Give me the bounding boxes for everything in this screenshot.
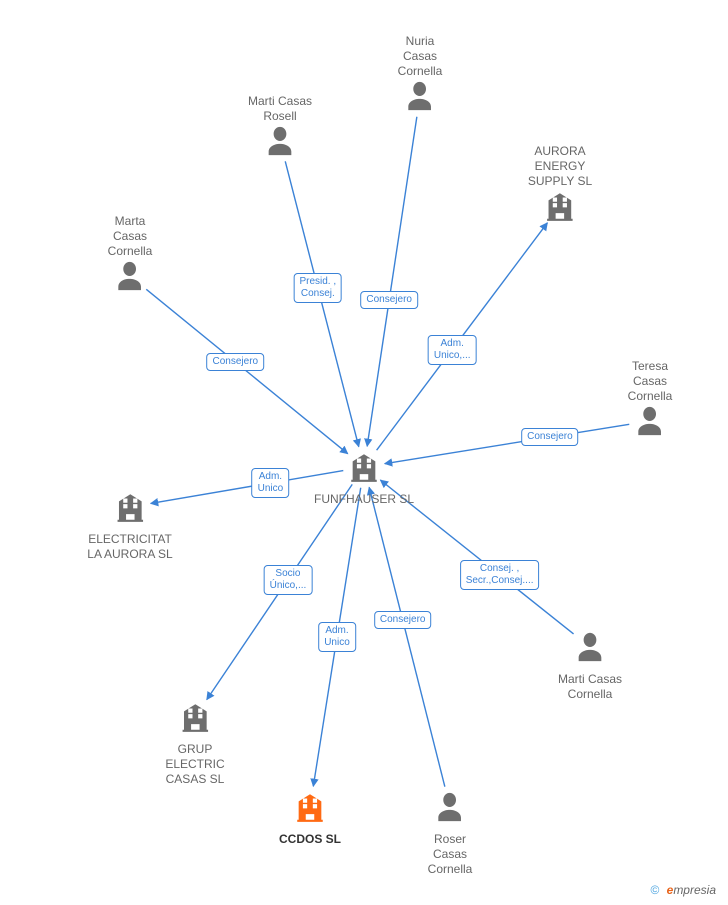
person-icon xyxy=(433,790,467,824)
edge-line xyxy=(285,161,359,446)
node-label: NuriaCasasCornella xyxy=(398,34,443,79)
node-label: CCDOS SL xyxy=(279,832,341,847)
edge-label: Consej. ,Secr.,Consej.... xyxy=(460,560,540,590)
node-ccdos[interactable]: CCDOS SL xyxy=(279,790,341,847)
node-teresa[interactable]: TeresaCasasCornella xyxy=(628,355,673,442)
company-icon xyxy=(543,189,577,223)
person-icon xyxy=(633,404,667,438)
node-label: GRUPELECTRICCASAS SL xyxy=(165,742,224,787)
company-icon xyxy=(178,700,212,734)
edge-label: Consejero xyxy=(207,353,265,371)
company-icon xyxy=(293,790,327,824)
edge-line xyxy=(377,223,548,450)
node-marta[interactable]: MartaCasasCornella xyxy=(108,210,153,297)
node-label: Marti CasasRosell xyxy=(248,94,312,124)
company-icon xyxy=(347,450,381,484)
node-grup[interactable]: GRUPELECTRICCASAS SL xyxy=(165,700,224,787)
edge-label: Consejero xyxy=(374,611,432,629)
edge-line xyxy=(367,117,417,446)
edge-line xyxy=(313,488,360,787)
node-label: TeresaCasasCornella xyxy=(628,359,673,404)
node-roser[interactable]: RoserCasasCornella xyxy=(428,790,473,877)
edge-line xyxy=(385,424,630,463)
edge-label: Consejero xyxy=(360,291,418,309)
edge-label: SocioÚnico,... xyxy=(264,565,313,595)
edge-label: Presid. ,Consej. xyxy=(293,273,342,303)
edge-line xyxy=(369,487,445,786)
edge-label: Adm.Unico,... xyxy=(428,335,477,365)
node-label: Marti CasasCornella xyxy=(558,672,622,702)
node-martiR[interactable]: Marti CasasRosell xyxy=(248,90,312,162)
node-aurora[interactable]: AURORAENERGYSUPPLY SL xyxy=(528,140,592,227)
edge-line xyxy=(207,484,352,699)
person-icon xyxy=(113,259,147,293)
node-label: RoserCasasCornella xyxy=(428,832,473,877)
diagram-stage: FUNFHAUSER SL NuriaCasasCornella Marti Ca… xyxy=(0,0,728,905)
person-icon xyxy=(403,79,437,113)
copyright-symbol: © xyxy=(650,883,659,897)
edge-label: Adm.Unico xyxy=(252,468,290,498)
person-icon xyxy=(573,630,607,664)
brand-rest: mpresia xyxy=(673,883,716,897)
node-martiC[interactable]: Marti CasasCornella xyxy=(558,630,622,702)
footer-credit: © empresia xyxy=(650,883,716,897)
edge-line xyxy=(146,289,347,453)
edge-label: Consejero xyxy=(521,428,579,446)
node-label: AURORAENERGYSUPPLY SL xyxy=(528,144,592,189)
node-label: MartaCasasCornella xyxy=(108,214,153,259)
node-label: FUNFHAUSER SL xyxy=(314,492,414,507)
node-label: ELECTRICITATLA AURORA SL xyxy=(87,532,172,562)
company-icon xyxy=(113,490,147,524)
node-elec[interactable]: ELECTRICITATLA AURORA SL xyxy=(87,490,172,562)
person-icon xyxy=(263,124,297,158)
node-nuria[interactable]: NuriaCasasCornella xyxy=(398,30,443,117)
edge-label: Adm.Unico xyxy=(318,622,356,652)
node-center[interactable]: FUNFHAUSER SL xyxy=(314,450,414,507)
